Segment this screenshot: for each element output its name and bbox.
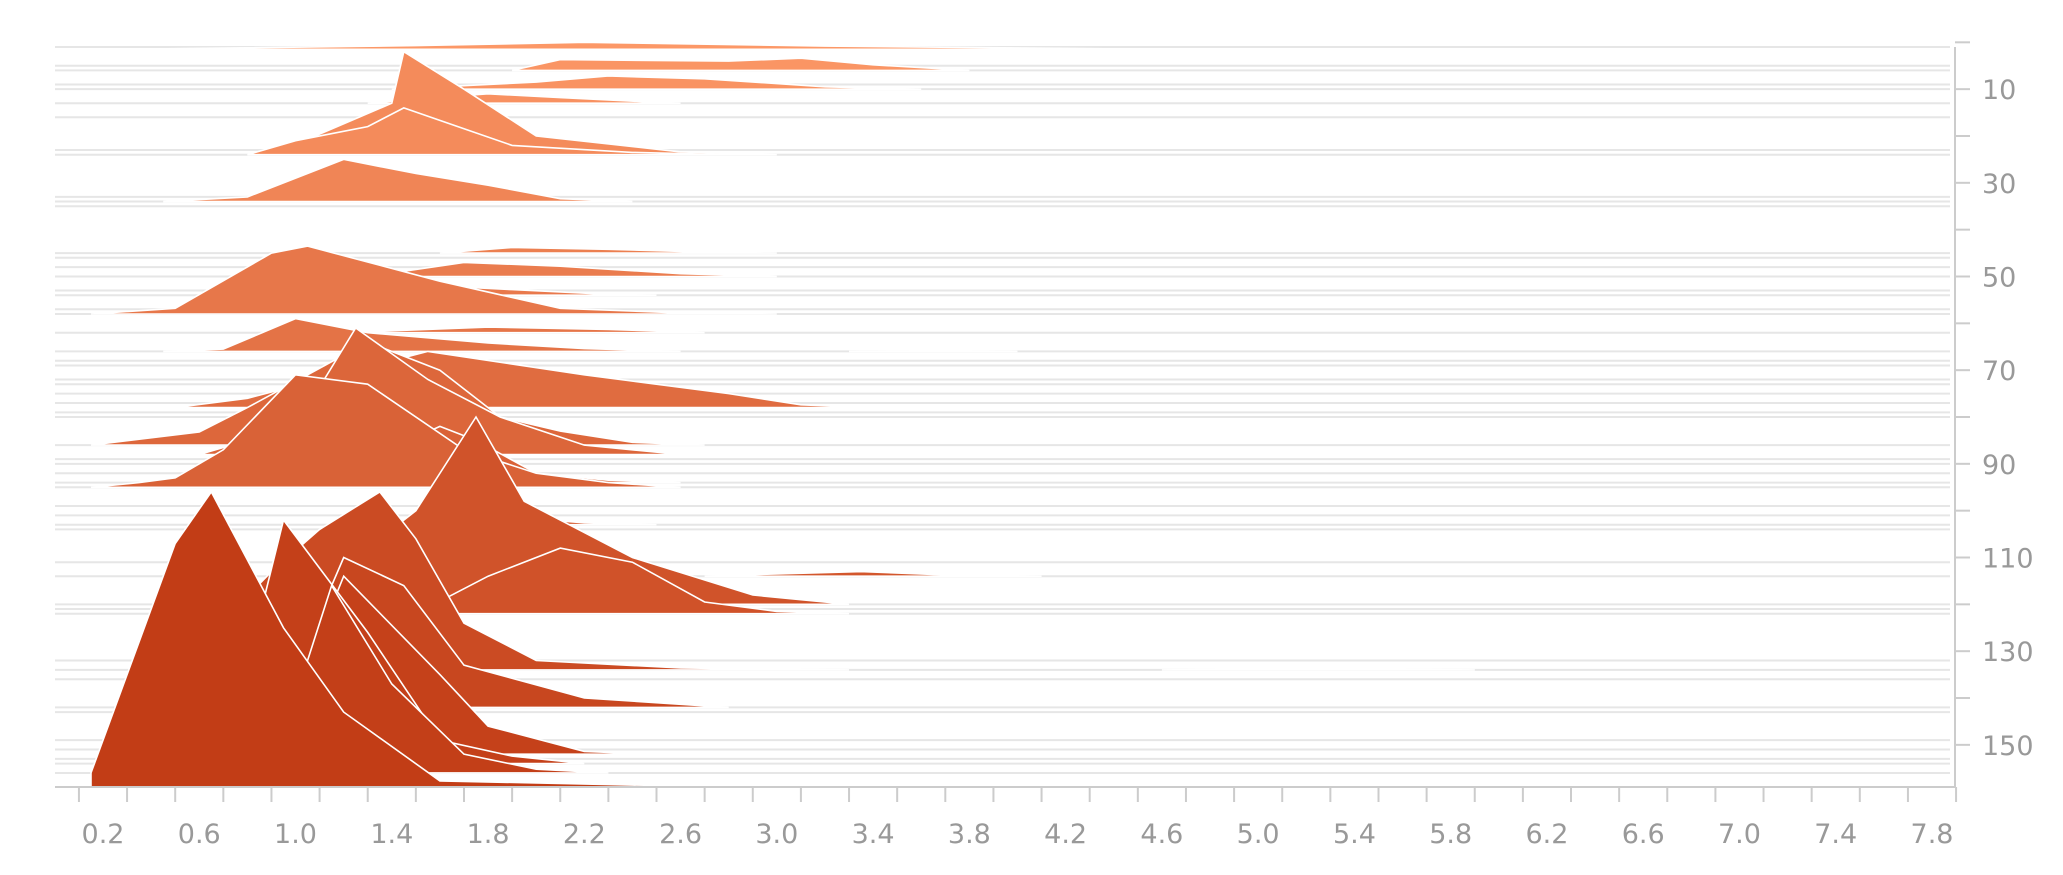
x-tick-label: 3.4 xyxy=(852,819,895,850)
x-tick-label: 4.6 xyxy=(1140,819,1183,850)
y-tick-label: 50 xyxy=(1982,262,2016,293)
series-layer xyxy=(90,41,1475,788)
ridge-series-7 xyxy=(439,246,777,254)
x-tick-label: 7.4 xyxy=(1814,819,1857,850)
ridge-series-14 xyxy=(848,349,1018,353)
y-tick-label: 10 xyxy=(1982,75,2016,106)
ridge-series-9 xyxy=(969,278,1162,282)
y-axis: 10 30 50 70 90 110 130 150 xyxy=(1954,41,2034,787)
x-tick-label: 5.0 xyxy=(1237,819,1280,850)
ridge-series-22 xyxy=(415,547,850,615)
x-axis: 0.2 0.6 1.0 1.4 1.8 2.2 2.6 3.0 3.4 3.8 4.2 4.6 5.0 5… xyxy=(55,786,1958,850)
x-tick-label: 1.8 xyxy=(467,819,510,850)
x-tick-label: 3.0 xyxy=(755,819,798,850)
x-tick-label: 0.6 xyxy=(178,819,221,850)
y-tick-label: 30 xyxy=(1982,169,2016,200)
ridge-series-13 xyxy=(163,317,681,353)
x-tick-label: 6.2 xyxy=(1525,819,1568,850)
ridge-series-19 xyxy=(90,373,681,489)
y-tick-label: 110 xyxy=(1982,544,2034,575)
x-tick-label: 4.2 xyxy=(1044,819,1087,850)
y-tick-label: 90 xyxy=(1982,450,2016,481)
ridge-series-2 xyxy=(391,75,922,90)
ridge-series-1 xyxy=(511,57,970,72)
x-tick-label: 3.8 xyxy=(948,819,991,850)
ridge-series-0 xyxy=(127,41,1162,51)
x-tick-label: 7.0 xyxy=(1718,819,1761,850)
x-tick-label: 7.8 xyxy=(1911,819,1954,850)
x-tick-label: 1.0 xyxy=(274,819,317,850)
ridge-series-25 xyxy=(1161,667,1475,671)
ridge-series-6 xyxy=(163,158,633,203)
ridge-series-8 xyxy=(367,261,777,278)
y-tick-label: 130 xyxy=(1982,637,2034,668)
x-tick-label: 2.2 xyxy=(563,819,606,850)
x-tick-label: 5.8 xyxy=(1429,819,1472,850)
ridge-series-11 xyxy=(90,245,777,315)
x-tick-label: 2.6 xyxy=(659,819,702,850)
ridge-series-5 xyxy=(247,107,729,156)
y-tick-label: 150 xyxy=(1982,731,2034,762)
ridge-series-12 xyxy=(343,326,705,334)
y-tick-label: 70 xyxy=(1982,356,2016,387)
x-tick-label: 5.4 xyxy=(1333,819,1376,850)
x-tick-label: 1.4 xyxy=(370,819,413,850)
x-tick-label: 0.2 xyxy=(82,819,125,850)
ridge-series-23 xyxy=(704,570,1042,577)
x-tick-label: 6.6 xyxy=(1622,819,1665,850)
